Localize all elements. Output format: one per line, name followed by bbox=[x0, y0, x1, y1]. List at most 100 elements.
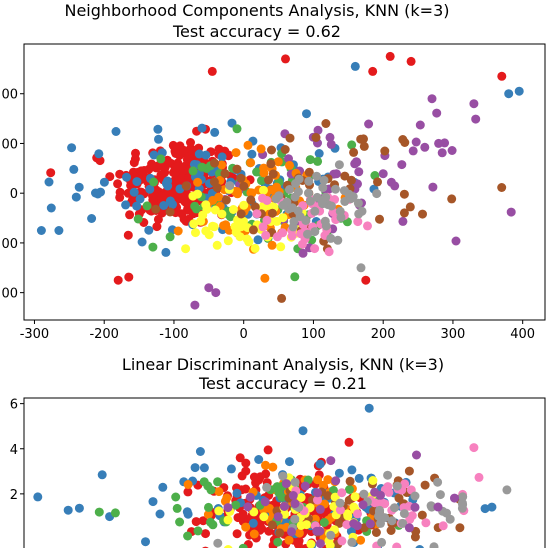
nca-point bbox=[346, 175, 356, 185]
nca-point bbox=[87, 214, 97, 223]
nca-point bbox=[67, 143, 77, 153]
lda-point bbox=[469, 443, 479, 453]
lda-point bbox=[148, 497, 158, 507]
nca-point bbox=[217, 209, 227, 219]
nca-point bbox=[147, 159, 157, 169]
nca-point bbox=[246, 195, 256, 205]
nca-point bbox=[69, 164, 79, 174]
lda-point bbox=[435, 490, 445, 500]
nca-ytick-label: 00 bbox=[1, 137, 18, 152]
nca-xtick-label: 200 bbox=[371, 327, 396, 342]
nca-point bbox=[319, 175, 329, 185]
lda-point bbox=[183, 487, 193, 497]
nca-point bbox=[350, 61, 360, 71]
lda-point bbox=[213, 538, 223, 548]
nca-point bbox=[122, 172, 131, 182]
nca-point bbox=[280, 145, 290, 154]
nca-point bbox=[398, 216, 408, 226]
nca-point bbox=[197, 162, 207, 172]
lda-point bbox=[313, 475, 323, 485]
lda-chart-title: Linear Discriminant Analysis, KNN (k=3) bbox=[122, 355, 444, 374]
nca-point bbox=[411, 137, 421, 147]
nca-point bbox=[188, 166, 198, 176]
lda-point bbox=[272, 482, 282, 492]
lda-point bbox=[238, 509, 248, 519]
lda-ytick-label: 6 bbox=[10, 398, 18, 413]
lda-point bbox=[415, 545, 424, 548]
nca-point bbox=[349, 147, 359, 157]
nca-point bbox=[321, 221, 331, 231]
lda-point bbox=[223, 545, 233, 548]
lda-point bbox=[313, 495, 322, 505]
nca-point bbox=[113, 275, 123, 285]
nca-xtick-label: 400 bbox=[510, 327, 535, 342]
lda-point bbox=[226, 464, 236, 474]
lda-point bbox=[183, 480, 193, 489]
nca-point bbox=[211, 288, 221, 298]
lda-point bbox=[201, 529, 210, 539]
lda-point bbox=[323, 475, 333, 485]
lda-point bbox=[380, 499, 390, 509]
lda-point bbox=[368, 476, 378, 485]
nca-point bbox=[364, 119, 374, 129]
nca-point bbox=[149, 150, 159, 160]
nca-point bbox=[272, 182, 281, 192]
nca-point bbox=[373, 177, 382, 187]
lda-point bbox=[405, 515, 415, 524]
nca-point bbox=[258, 222, 268, 232]
lda-point bbox=[438, 521, 448, 531]
nca-point bbox=[193, 177, 203, 187]
lda-point bbox=[326, 456, 336, 466]
lda-point bbox=[334, 468, 344, 478]
nca-point bbox=[191, 228, 200, 238]
lda-point bbox=[183, 531, 193, 541]
nca-point bbox=[497, 71, 507, 81]
nca-points bbox=[36, 51, 524, 310]
lda-point bbox=[302, 520, 311, 530]
lda-point bbox=[353, 509, 362, 519]
lda-point bbox=[199, 463, 209, 473]
nca-point bbox=[132, 177, 142, 187]
nca-point bbox=[99, 177, 109, 187]
nca-point bbox=[284, 154, 293, 164]
lda-point bbox=[198, 516, 208, 526]
nca-point bbox=[252, 209, 262, 219]
nca-point bbox=[311, 133, 321, 142]
nca-point bbox=[321, 119, 331, 128]
nca-point bbox=[266, 159, 276, 169]
nca-point bbox=[256, 144, 266, 154]
nca-point bbox=[390, 181, 400, 191]
lda-point bbox=[155, 509, 165, 519]
nca-point bbox=[378, 169, 388, 179]
nca-point bbox=[189, 219, 199, 229]
lda-point bbox=[262, 482, 272, 492]
nca-point bbox=[278, 213, 288, 223]
lda-point bbox=[183, 509, 193, 519]
nca-point bbox=[135, 194, 145, 204]
nca-point bbox=[339, 186, 349, 196]
nca-point bbox=[440, 138, 450, 148]
lda-point bbox=[275, 528, 285, 538]
nca-point bbox=[305, 155, 315, 165]
lda-point bbox=[74, 503, 84, 513]
nca-xtick-label: -300 bbox=[20, 327, 50, 342]
lda-point bbox=[279, 502, 289, 511]
nca-point bbox=[406, 56, 416, 66]
lda-point bbox=[203, 481, 213, 491]
nca-point bbox=[267, 208, 277, 218]
nca-point bbox=[469, 99, 479, 109]
nca-point bbox=[285, 133, 295, 143]
lda-point bbox=[255, 522, 265, 532]
lda-point bbox=[260, 497, 270, 507]
nca-point bbox=[236, 173, 246, 183]
nca-point bbox=[46, 203, 56, 213]
lda-point bbox=[204, 502, 213, 512]
lda-point bbox=[420, 480, 430, 490]
lda-point bbox=[455, 523, 465, 533]
nca-point bbox=[210, 127, 220, 137]
nca-point bbox=[326, 139, 336, 149]
nca-point bbox=[161, 179, 171, 188]
nca-chart-title: Neighborhood Components Analysis, KNN (k… bbox=[64, 1, 449, 20]
nca-point bbox=[191, 204, 201, 214]
nca-point bbox=[368, 66, 378, 76]
